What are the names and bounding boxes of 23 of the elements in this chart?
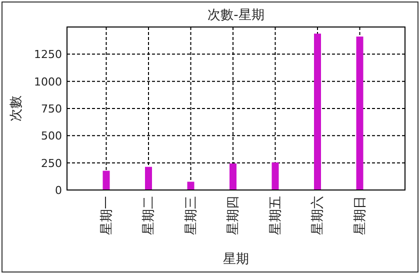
bar bbox=[314, 34, 321, 190]
x-tick-label: 星期五 bbox=[268, 196, 284, 235]
x-tick-label: 星期六 bbox=[310, 196, 326, 235]
bar bbox=[187, 182, 194, 190]
bar bbox=[272, 162, 279, 190]
x-tick-label: 星期三 bbox=[184, 196, 199, 235]
x-tick-label: 星期日 bbox=[352, 196, 368, 235]
y-tick-label: 1000 bbox=[34, 75, 62, 88]
bar bbox=[102, 170, 110, 190]
y-tick-label: 250 bbox=[41, 156, 62, 170]
x-axis-title: 星期 bbox=[223, 252, 249, 267]
x-tick-label: 星期一 bbox=[99, 196, 114, 235]
y-tick-label: 0 bbox=[55, 184, 62, 197]
x-tick-label: 星期四 bbox=[226, 196, 241, 235]
bar bbox=[230, 163, 236, 190]
bar bbox=[145, 166, 152, 190]
y-tick-label: 750 bbox=[41, 102, 62, 116]
chart-title: 次數-星期 bbox=[208, 8, 264, 23]
y-axis-title: 次數 bbox=[9, 96, 24, 122]
y-tick-label: 1250 bbox=[34, 48, 62, 62]
bar bbox=[356, 36, 364, 190]
x-tick-label: 星期二 bbox=[142, 196, 156, 235]
y-tick-label: 500 bbox=[41, 130, 62, 143]
